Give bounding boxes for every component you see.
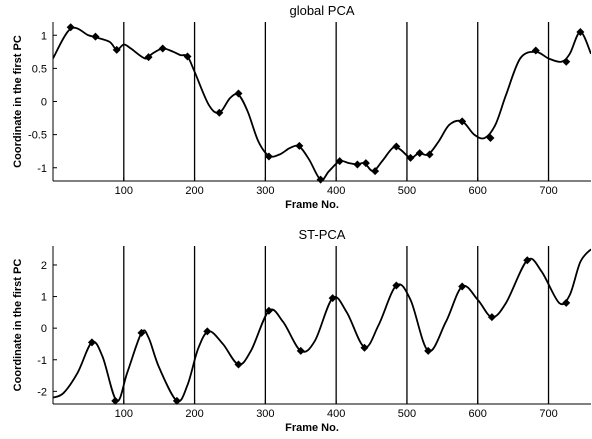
x-tick-label: 500 (398, 408, 416, 420)
data-point-marker (425, 150, 434, 159)
y-tick-label: -2 (37, 386, 47, 398)
data-point-marker (361, 159, 370, 168)
y-tick-label: 2 (41, 260, 47, 272)
data-point-marker (158, 44, 167, 53)
x-axis-label: Frame No. (285, 422, 339, 434)
data-point-marker (562, 57, 571, 66)
y-tick-label: 1 (41, 292, 47, 304)
chart-panel-2: ST-PCA 100 200 300 400 500 600 700 2 1 0 -1 -2 Frame … (12, 227, 591, 434)
data-point-marker (360, 343, 369, 352)
data-point-marker (234, 360, 243, 369)
data-point-marker (523, 256, 532, 265)
chart-title: global PCA (289, 3, 354, 18)
data-point-marker (392, 281, 401, 290)
data-point-marker (215, 108, 224, 117)
x-tick-label: 300 (256, 408, 274, 420)
data-point-marker (316, 175, 325, 184)
x-tick-label: 700 (539, 408, 557, 420)
data-point-marker (264, 152, 273, 161)
data-point-marker (392, 142, 401, 151)
data-point-marker (172, 396, 181, 405)
data-point-marker (353, 160, 362, 169)
data-point-marker (112, 45, 121, 54)
x-tick-label: 200 (185, 185, 203, 197)
y-tick-label: 0 (41, 97, 47, 109)
x-tick-label: 200 (185, 408, 203, 420)
data-point-marker (183, 52, 192, 61)
x-tick-label: 400 (327, 185, 345, 197)
y-axis-label: Coordinate in the first PC (12, 35, 24, 168)
data-point-marker (335, 157, 344, 166)
data-point-marker (406, 153, 415, 162)
y-tick-label: -1 (37, 355, 47, 367)
x-tick-label: 700 (539, 185, 557, 197)
data-point-marker (137, 328, 146, 337)
x-tick-label: 100 (115, 185, 133, 197)
data-point-marker (576, 27, 585, 36)
y-tick-label: -1 (37, 163, 47, 175)
data-point-marker (203, 327, 212, 336)
x-tick-label: 600 (469, 408, 487, 420)
x-tick-label: 100 (115, 408, 133, 420)
y-tick-label: 0 (41, 323, 47, 335)
data-point-marker (111, 396, 120, 405)
data-point-marker (486, 133, 495, 142)
x-tick-label: 600 (469, 185, 487, 197)
data-point-marker (295, 141, 304, 150)
series-line (53, 248, 591, 403)
data-point-marker (144, 53, 153, 62)
data-point-marker (264, 306, 273, 315)
x-tick-label: 500 (398, 185, 416, 197)
data-point-marker (415, 149, 424, 158)
x-tick-label: 400 (327, 408, 345, 420)
data-point-marker (531, 46, 540, 55)
y-tick-label: 1 (41, 30, 47, 42)
x-axis-label: Frame No. (285, 199, 339, 211)
data-point-marker (562, 298, 571, 307)
data-point-marker (296, 346, 305, 355)
data-point-marker (234, 89, 243, 98)
data-point-marker (87, 338, 96, 347)
y-tick-label: -0.5 (28, 130, 47, 142)
x-tick-label: 300 (256, 185, 274, 197)
data-point-marker (91, 32, 100, 41)
series-line (53, 26, 591, 181)
data-point-marker (458, 117, 467, 126)
data-point-marker (371, 167, 380, 176)
data-point-marker (328, 294, 337, 303)
y-tick-label: 0.5 (32, 63, 47, 75)
chart-panel-1: global PCA 100 200 300 400 500 600 700 1 0.5 0 -0.5… (12, 3, 591, 211)
data-point-marker (458, 282, 467, 291)
y-axis-label: Coordinate in the first PC (12, 259, 24, 392)
data-point-marker (66, 23, 75, 32)
chart-title: ST-PCA (299, 227, 346, 242)
data-point-marker (487, 313, 496, 322)
data-point-marker (424, 346, 433, 355)
